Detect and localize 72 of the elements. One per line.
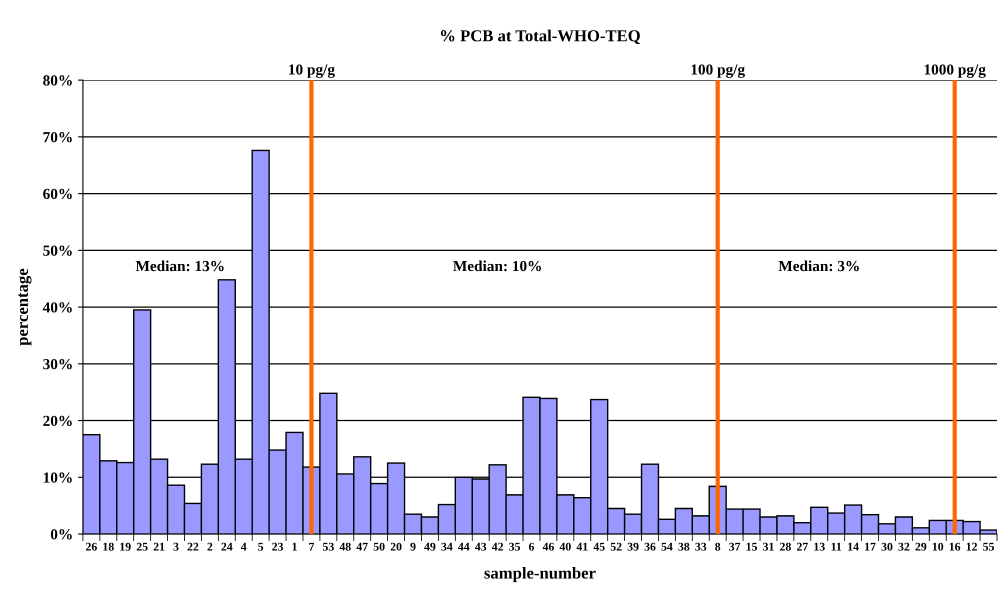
y-axis-title: percentage xyxy=(18,268,32,346)
x-tick-label: 42 xyxy=(492,542,504,551)
x-tick-label: 27 xyxy=(796,542,808,551)
x-tick-label: 55 xyxy=(983,542,994,551)
annotation: Median: 3% xyxy=(778,260,859,272)
x-tick-label: 5 xyxy=(258,542,264,551)
x-tick-label: 53 xyxy=(322,542,334,551)
y-tick-label: 60% xyxy=(43,188,72,200)
x-tick-label: 7 xyxy=(309,542,314,551)
x-tick-label: 9 xyxy=(410,542,416,551)
ref-line-label: 100 pg/g xyxy=(692,64,745,78)
x-tick-label: 20 xyxy=(390,542,402,551)
x-tick-label: 8 xyxy=(715,542,720,551)
x-tick-label: 44 xyxy=(458,542,470,551)
y-tick-label: 80% xyxy=(43,75,72,86)
x-tick-label: 46 xyxy=(542,542,554,551)
x-tick-label: 12 xyxy=(966,542,978,551)
x-tick-label: 21 xyxy=(154,542,164,551)
x-tick-label: 1 xyxy=(292,542,297,551)
x-tick-label: 15 xyxy=(746,542,758,551)
x-tick-label: 47 xyxy=(356,542,368,551)
x-tick-label: 43 xyxy=(474,542,486,551)
x-tick-label: 2 xyxy=(207,542,212,551)
x-tick-label: 52 xyxy=(610,542,622,551)
y-tick-label: 70% xyxy=(44,132,72,142)
x-axis-title: sample-number xyxy=(484,566,596,582)
x-tick-label: 10 xyxy=(932,542,944,551)
x-tick-label: 37 xyxy=(729,542,740,551)
x-tick-label: 32 xyxy=(898,542,910,551)
x-tick-label: 54 xyxy=(661,542,673,551)
x-tick-label: 17 xyxy=(865,542,876,551)
x-tick-label: 4 xyxy=(240,542,246,551)
x-tick-label: 14 xyxy=(848,542,859,551)
x-tick-label: 45 xyxy=(593,542,605,551)
y-tick-label: 30% xyxy=(43,358,72,370)
x-tick-label: 11 xyxy=(832,542,842,551)
x-tick-label: 25 xyxy=(136,542,148,551)
x-tick-label: 18 xyxy=(103,542,114,551)
x-tick-label: 38 xyxy=(678,542,690,551)
annotation: Median: 10% xyxy=(453,260,541,272)
x-tick-label: 24 xyxy=(221,542,232,551)
x-tick-label: 41 xyxy=(576,542,588,551)
y-tick-label: 40% xyxy=(42,302,72,313)
ref-line-label: 10 pg/g xyxy=(289,64,335,78)
x-tick-label: 13 xyxy=(814,542,825,551)
x-tick-label: 50 xyxy=(374,542,385,551)
x-tick-label: 23 xyxy=(272,542,284,551)
x-tick-label: 40 xyxy=(560,542,571,551)
x-tick-label: 33 xyxy=(695,542,706,551)
x-tick-label: 36 xyxy=(644,542,656,551)
annotation: Median: 13% xyxy=(136,260,224,272)
x-tick-label: 3 xyxy=(174,542,179,551)
x-tick-label: 22 xyxy=(188,542,198,551)
x-tick-label: 19 xyxy=(120,542,131,551)
x-tick-label: 26 xyxy=(86,542,97,551)
x-tick-label: 30 xyxy=(882,542,892,551)
x-tick-label: 28 xyxy=(780,542,791,551)
x-tick-label: 49 xyxy=(424,542,436,551)
y-tick-label: 50% xyxy=(43,245,72,256)
x-tick-label: 16 xyxy=(950,542,960,551)
x-tick-label: 31 xyxy=(763,542,774,551)
x-tick-label: 39 xyxy=(628,542,639,551)
ref-line-label: 1000 pg/g xyxy=(924,64,986,78)
x-tick-label: 48 xyxy=(340,542,351,551)
x-tick-label: 34 xyxy=(441,542,453,551)
y-tick-label: 20% xyxy=(43,416,72,426)
y-tick-label: 0% xyxy=(50,529,72,540)
chart-title: % PCB at Total-WHO-TEQ xyxy=(440,30,640,44)
x-tick-label: 6 xyxy=(528,542,534,551)
x-tick-label: 35 xyxy=(509,542,520,551)
y-tick-label: 10% xyxy=(44,472,72,483)
x-tick-label: 29 xyxy=(915,542,926,551)
